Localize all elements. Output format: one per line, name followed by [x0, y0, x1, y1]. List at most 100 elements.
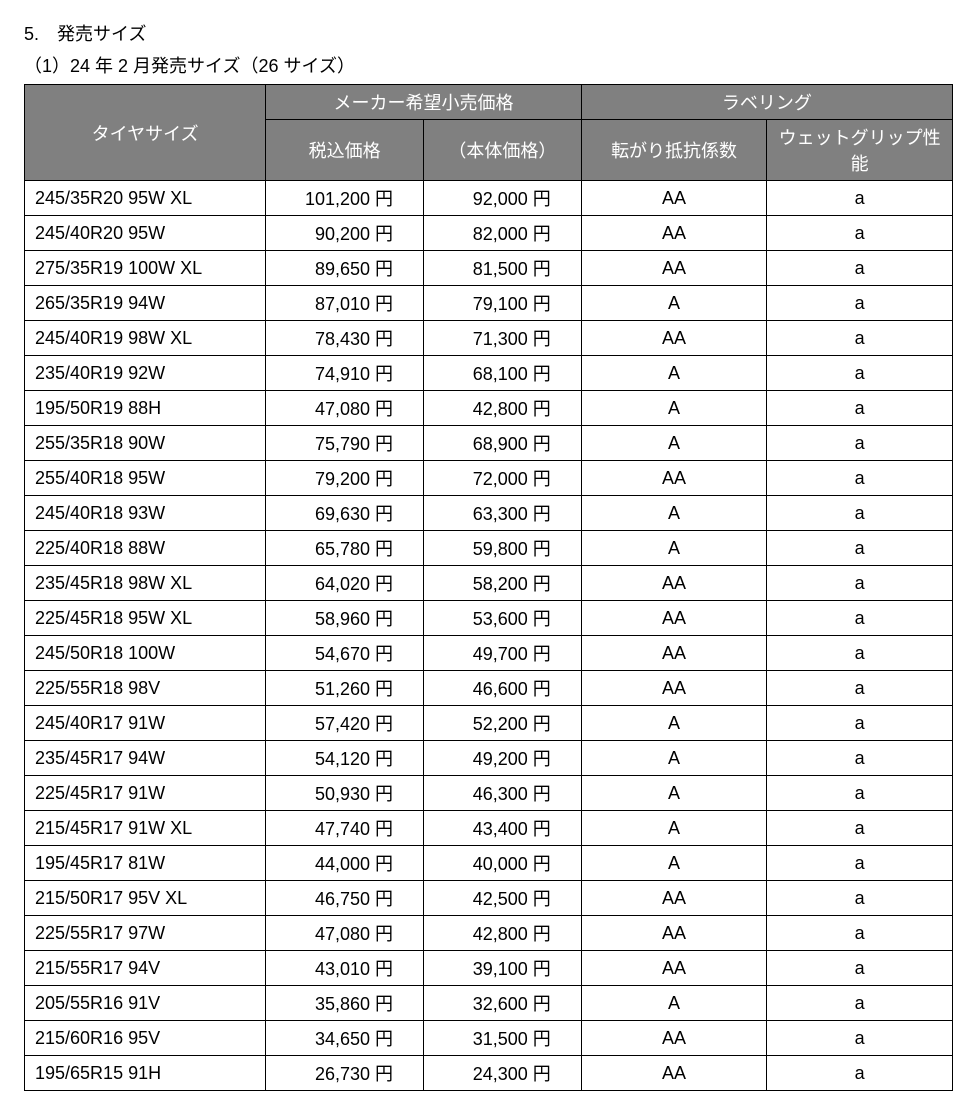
cell-rolling: A — [581, 286, 767, 321]
table-row: 235/45R18 98W XL64,020 円58,200 円AAa — [25, 566, 953, 601]
cell-body-price: 71,300 円 — [424, 321, 582, 356]
cell-wet: a — [767, 776, 953, 811]
cell-body-price: 42,500 円 — [424, 881, 582, 916]
cell-size: 225/45R18 95W XL — [25, 601, 266, 636]
cell-rolling: A — [581, 496, 767, 531]
table-row: 195/65R15 91H26,730 円24,300 円AAa — [25, 1056, 953, 1091]
table-row: 215/60R16 95V34,650 円31,500 円AAa — [25, 1021, 953, 1056]
cell-body-price: 42,800 円 — [424, 391, 582, 426]
table-row: 215/50R17 95V XL46,750 円42,500 円AAa — [25, 881, 953, 916]
cell-size: 235/45R17 94W — [25, 741, 266, 776]
cell-size: 205/55R16 91V — [25, 986, 266, 1021]
table-row: 245/40R17 91W57,420 円52,200 円Aa — [25, 706, 953, 741]
cell-wet: a — [767, 636, 953, 671]
cell-body-price: 49,700 円 — [424, 636, 582, 671]
cell-rolling: A — [581, 741, 767, 776]
cell-size: 235/40R19 92W — [25, 356, 266, 391]
cell-body-price: 68,100 円 — [424, 356, 582, 391]
cell-size: 245/40R17 91W — [25, 706, 266, 741]
cell-size: 275/35R19 100W XL — [25, 251, 266, 286]
cell-body-price: 92,000 円 — [424, 181, 582, 216]
cell-wet: a — [767, 461, 953, 496]
cell-body-price: 63,300 円 — [424, 496, 582, 531]
cell-rolling: AA — [581, 636, 767, 671]
table-row: 245/50R18 100W54,670 円49,700 円AAa — [25, 636, 953, 671]
cell-wet: a — [767, 951, 953, 986]
cell-wet: a — [767, 181, 953, 216]
cell-size: 245/50R18 100W — [25, 636, 266, 671]
cell-body-price: 43,400 円 — [424, 811, 582, 846]
table-row: 195/50R19 88H47,080 円42,800 円Aa — [25, 391, 953, 426]
cell-rolling: AA — [581, 321, 767, 356]
cell-rolling: AA — [581, 951, 767, 986]
cell-body-price: 39,100 円 — [424, 951, 582, 986]
table-row: 225/40R18 88W65,780 円59,800 円Aa — [25, 531, 953, 566]
table-row: 245/40R20 95W90,200 円82,000 円AAa — [25, 216, 953, 251]
cell-body-price: 46,300 円 — [424, 776, 582, 811]
cell-wet: a — [767, 1056, 953, 1091]
section-heading: 5. 発売サイズ — [24, 20, 953, 46]
cell-wet: a — [767, 251, 953, 286]
table-row: 195/45R17 81W44,000 円40,000 円Aa — [25, 846, 953, 881]
tire-size-table: タイヤサイズ メーカー希望小売価格 ラベリング 税込価格 （本体価格） 転がり抵… — [24, 84, 953, 1091]
cell-tax-price: 54,670 円 — [266, 636, 424, 671]
cell-tax-price: 74,910 円 — [266, 356, 424, 391]
cell-body-price: 40,000 円 — [424, 846, 582, 881]
table-row: 245/35R20 95W XL101,200 円92,000 円AAa — [25, 181, 953, 216]
cell-tax-price: 50,930 円 — [266, 776, 424, 811]
cell-rolling: A — [581, 846, 767, 881]
cell-wet: a — [767, 881, 953, 916]
cell-wet: a — [767, 846, 953, 881]
cell-wet: a — [767, 496, 953, 531]
cell-rolling: AA — [581, 1021, 767, 1056]
table-row: 275/35R19 100W XL89,650 円81,500 円AAa — [25, 251, 953, 286]
header-body-price: （本体価格） — [424, 120, 582, 181]
cell-rolling: AA — [581, 1056, 767, 1091]
cell-size: 245/35R20 95W XL — [25, 181, 266, 216]
cell-rolling: A — [581, 776, 767, 811]
cell-tax-price: 44,000 円 — [266, 846, 424, 881]
cell-tax-price: 51,260 円 — [266, 671, 424, 706]
cell-rolling: AA — [581, 216, 767, 251]
cell-tax-price: 35,860 円 — [266, 986, 424, 1021]
cell-size: 215/50R17 95V XL — [25, 881, 266, 916]
cell-tax-price: 78,430 円 — [266, 321, 424, 356]
cell-rolling: A — [581, 391, 767, 426]
cell-tax-price: 47,740 円 — [266, 811, 424, 846]
cell-wet: a — [767, 391, 953, 426]
cell-tax-price: 101,200 円 — [266, 181, 424, 216]
table-row: 225/55R17 97W47,080 円42,800 円AAa — [25, 916, 953, 951]
table-row: 265/35R19 94W87,010 円79,100 円Aa — [25, 286, 953, 321]
cell-size: 235/45R18 98W XL — [25, 566, 266, 601]
table-row: 225/45R17 91W50,930 円46,300 円Aa — [25, 776, 953, 811]
subsection-heading: （1）24 年 2 月発売サイズ（26 サイズ） — [24, 52, 953, 78]
header-wet: ウェットグリップ性能 — [767, 120, 953, 181]
cell-size: 225/40R18 88W — [25, 531, 266, 566]
cell-tax-price: 69,630 円 — [266, 496, 424, 531]
table-row: 225/55R18 98V51,260 円46,600 円AAa — [25, 671, 953, 706]
cell-tax-price: 57,420 円 — [266, 706, 424, 741]
table-row: 255/40R18 95W79,200 円72,000 円AAa — [25, 461, 953, 496]
cell-tax-price: 75,790 円 — [266, 426, 424, 461]
cell-rolling: A — [581, 531, 767, 566]
cell-tax-price: 79,200 円 — [266, 461, 424, 496]
cell-wet: a — [767, 531, 953, 566]
table-row: 235/45R17 94W54,120 円49,200 円Aa — [25, 741, 953, 776]
table-row: 225/45R18 95W XL58,960 円53,600 円AAa — [25, 601, 953, 636]
cell-size: 215/55R17 94V — [25, 951, 266, 986]
cell-tax-price: 47,080 円 — [266, 916, 424, 951]
cell-wet: a — [767, 811, 953, 846]
cell-body-price: 42,800 円 — [424, 916, 582, 951]
cell-size: 195/45R17 81W — [25, 846, 266, 881]
cell-wet: a — [767, 356, 953, 391]
table-row: 245/40R19 98W XL78,430 円71,300 円AAa — [25, 321, 953, 356]
cell-body-price: 31,500 円 — [424, 1021, 582, 1056]
cell-tax-price: 64,020 円 — [266, 566, 424, 601]
header-price-group: メーカー希望小売価格 — [266, 85, 582, 120]
cell-wet: a — [767, 916, 953, 951]
cell-wet: a — [767, 741, 953, 776]
cell-wet: a — [767, 671, 953, 706]
cell-wet: a — [767, 426, 953, 461]
cell-tax-price: 43,010 円 — [266, 951, 424, 986]
cell-tax-price: 65,780 円 — [266, 531, 424, 566]
